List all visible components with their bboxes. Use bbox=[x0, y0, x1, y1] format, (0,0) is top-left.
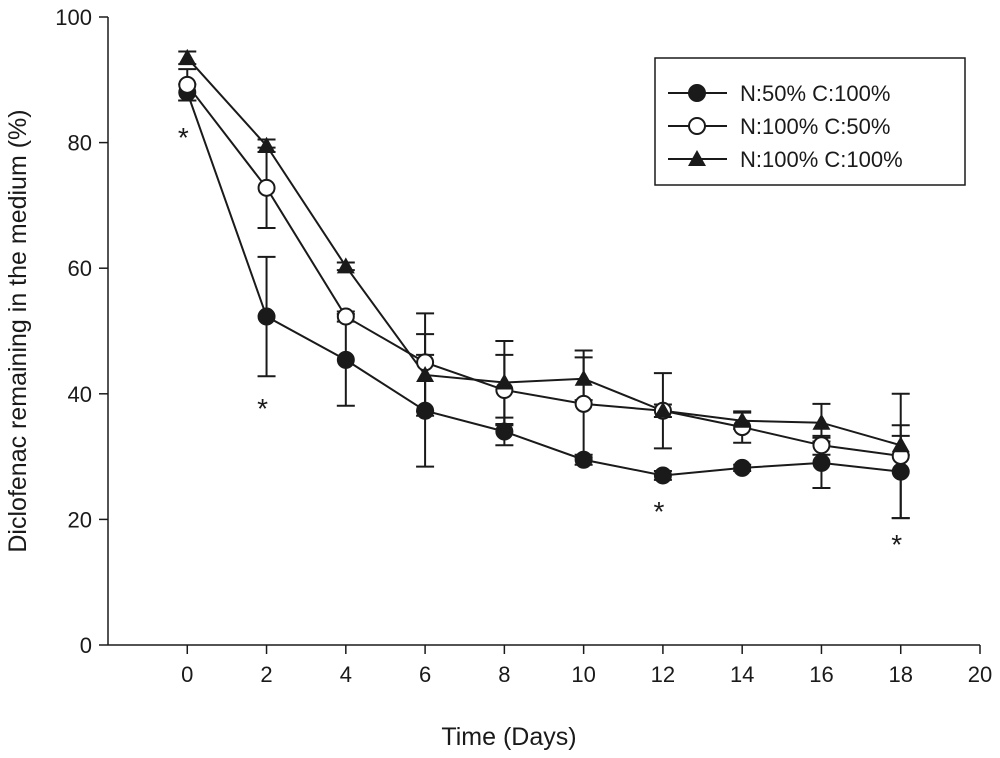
legend-item: N:100% C:100% bbox=[668, 147, 903, 172]
legend-label: N:100% C:100% bbox=[740, 147, 903, 172]
data-point bbox=[257, 136, 276, 153]
data-point bbox=[336, 257, 355, 274]
data-point bbox=[733, 411, 752, 428]
x-tick-label: 14 bbox=[730, 662, 754, 687]
data-point bbox=[336, 350, 355, 369]
x-tick-label: 8 bbox=[498, 662, 510, 687]
significance-asterisk: * bbox=[257, 393, 268, 424]
data-point bbox=[891, 436, 910, 453]
plot-area: * * * * bbox=[178, 48, 910, 560]
x-tick-label: 18 bbox=[888, 662, 912, 687]
axes: 0 2 4 6 8 10 12 14 16 18 20 0 20 40 60 80 100 bbox=[55, 5, 992, 687]
legend-marker bbox=[688, 117, 706, 135]
significance-asterisk: * bbox=[178, 122, 189, 153]
x-axis-label: Time (Days) bbox=[441, 723, 576, 751]
x-tick-label: 16 bbox=[809, 662, 833, 687]
data-point bbox=[416, 401, 435, 420]
data-point bbox=[336, 307, 355, 326]
significance-asterisk: * bbox=[891, 529, 902, 560]
series-line bbox=[186, 84, 901, 457]
legend-label: N:50% C:100% bbox=[740, 81, 890, 106]
data-point bbox=[178, 48, 197, 65]
data-point bbox=[812, 453, 831, 472]
data-point bbox=[257, 307, 276, 326]
data-point bbox=[574, 394, 593, 413]
x-tick-label: 4 bbox=[340, 662, 352, 687]
legend-item: N:50% C:100% bbox=[668, 81, 890, 106]
data-point bbox=[178, 75, 197, 94]
legend-label: N:100% C:50% bbox=[740, 114, 890, 139]
data-point bbox=[891, 462, 910, 481]
x-tick-label: 6 bbox=[419, 662, 431, 687]
legend-marker bbox=[688, 150, 706, 166]
data-point bbox=[495, 422, 514, 441]
y-tick-label: 100 bbox=[55, 5, 92, 30]
legend-item: N:100% C:50% bbox=[668, 114, 890, 139]
legend-marker bbox=[688, 84, 706, 102]
y-tick-label: 60 bbox=[68, 256, 92, 281]
data-point bbox=[653, 466, 672, 485]
x-tick-label: 10 bbox=[571, 662, 595, 687]
x-tick-label: 20 bbox=[968, 662, 992, 687]
legend: N:50% C:100% N:100% C:50% N:100% C:100% bbox=[654, 57, 966, 186]
series-line bbox=[186, 92, 901, 477]
x-tick-label: 2 bbox=[260, 662, 272, 687]
data-point bbox=[574, 369, 593, 386]
y-tick-label: 40 bbox=[68, 382, 92, 407]
y-axis-label: Diclofenac remaining in the medium (%) bbox=[4, 109, 32, 552]
series-line bbox=[186, 57, 902, 447]
data-point bbox=[416, 365, 435, 382]
data-point bbox=[495, 373, 514, 390]
legend-box bbox=[654, 57, 966, 186]
y-tick-label: 20 bbox=[68, 507, 92, 532]
x-tick-label: 12 bbox=[651, 662, 675, 687]
y-tick-label: 80 bbox=[68, 131, 92, 156]
data-point bbox=[257, 178, 276, 197]
data-point bbox=[812, 413, 831, 430]
data-point bbox=[653, 401, 672, 418]
y-tick-label: 0 bbox=[80, 633, 92, 658]
data-point bbox=[812, 436, 831, 455]
x-tick-label: 0 bbox=[181, 662, 193, 687]
data-point bbox=[574, 450, 593, 469]
data-point bbox=[733, 458, 752, 477]
significance-asterisk: * bbox=[653, 496, 664, 527]
